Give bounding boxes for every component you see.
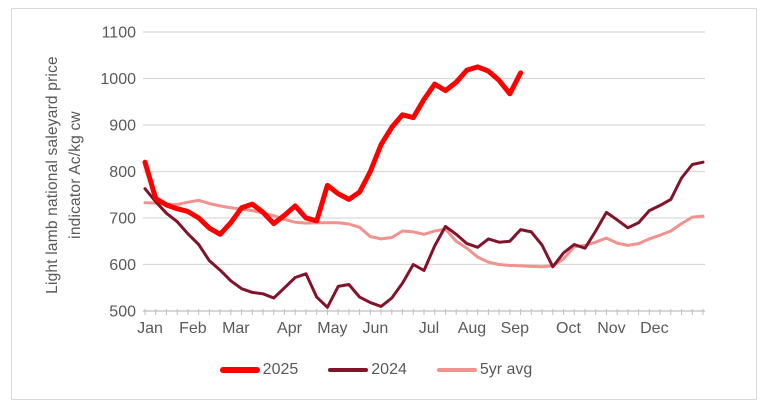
chart-legend: 2025 2024 5yr avg <box>0 361 752 379</box>
x-month-label: Jun <box>362 320 388 337</box>
month-labels: Jan Feb Mar Apr May Jun Jul Aug Sep Oct Nov Dec <box>137 320 668 337</box>
x-month-label: Oct <box>556 320 581 337</box>
y-tick-label: 700 <box>109 211 136 228</box>
x-month-label: Jan <box>137 320 163 337</box>
y-tick-label: 900 <box>109 118 136 135</box>
x-month-label: Nov <box>597 320 625 337</box>
price-line-chart: 500 600 700 800 900 1000 1100 Jan Feb Mar Apr May Ju… <box>100 25 705 337</box>
series-line-2024 <box>143 160 705 309</box>
x-month-label: May <box>317 320 347 337</box>
x-month-label: Feb <box>179 320 207 337</box>
x-month-label: Aug <box>458 320 486 337</box>
y-tick-label: 1100 <box>102 25 137 42</box>
x-month-label: Sep <box>501 320 530 337</box>
legend-item-2025: 2025 <box>219 361 299 379</box>
legend-label-2024: 2024 <box>371 361 407 378</box>
x-month-label: Mar <box>222 320 250 337</box>
series-line-2025 <box>142 64 524 237</box>
legend-label-5yr-avg: 5yr avg <box>479 361 533 378</box>
legend-item-2024: 2024 <box>328 361 407 379</box>
x-month-label: Dec <box>640 320 668 337</box>
y-tick-label: 800 <box>109 164 136 181</box>
series-line-5yr-avg <box>143 198 705 269</box>
legend-label-2025: 2025 <box>262 361 299 378</box>
legend-swatch-2025 <box>219 367 260 373</box>
x-month-label: Apr <box>277 320 303 337</box>
legend-item-5yr-avg: 5yr avg <box>436 361 533 379</box>
y-tick-label: 600 <box>109 257 136 274</box>
chart-border <box>11 8 757 400</box>
y-tick-label: 500 <box>109 304 136 321</box>
y-axis-labels: 500 600 700 800 900 1000 1100 <box>100 25 136 321</box>
x-axis <box>143 309 705 315</box>
legend-swatch-2024 <box>328 368 369 372</box>
y-tick-label: 1000 <box>100 71 136 88</box>
legend-swatch-5yr-avg <box>436 368 477 372</box>
x-month-label: Jul <box>419 320 439 337</box>
